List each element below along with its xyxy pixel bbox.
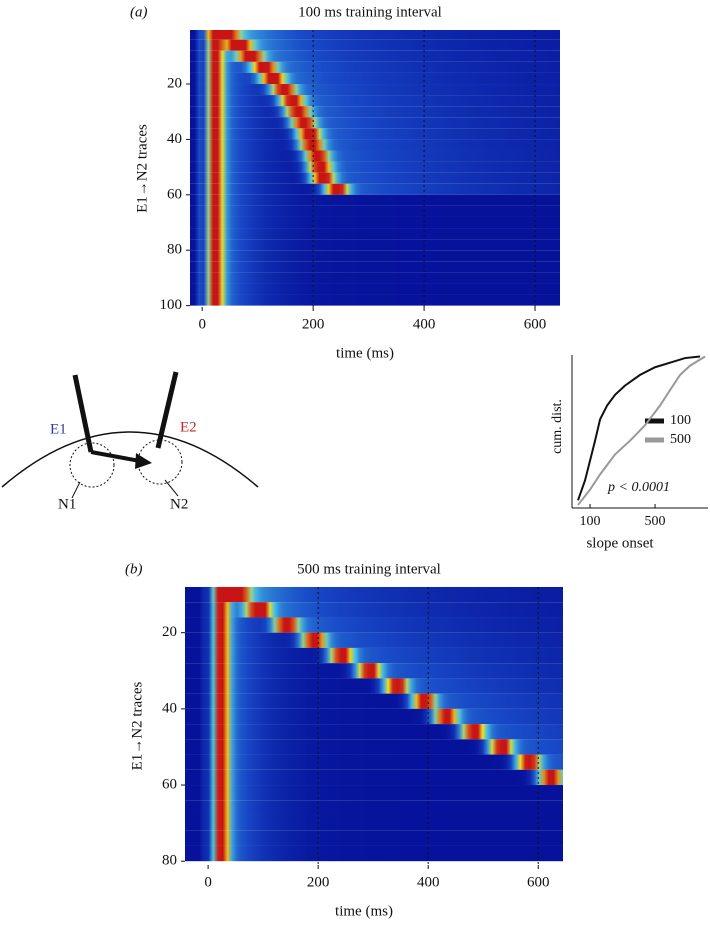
annotation: p < 0.0001 xyxy=(607,480,670,495)
cdf-line xyxy=(577,355,706,506)
heat-row xyxy=(190,117,560,129)
electrode-diagram: E1 E2 N1 N2 xyxy=(1,371,259,512)
heat-row xyxy=(190,194,560,206)
x-tick-label: 0 xyxy=(198,316,206,332)
electrode-e2 xyxy=(155,371,179,449)
heat-row xyxy=(190,261,560,273)
heat-row xyxy=(185,617,563,633)
y-tick-label: 80 xyxy=(162,853,177,869)
heat-row xyxy=(190,139,560,151)
x-tick-label: 200 xyxy=(307,874,330,890)
e2-label: E2 xyxy=(180,419,197,435)
heat-row xyxy=(190,250,560,262)
heat-row xyxy=(185,830,563,846)
tissue-surface xyxy=(1,431,259,488)
y-tick-label: 40 xyxy=(162,700,177,716)
x-axis-label: time (ms) xyxy=(335,903,393,919)
chart-title: 500 ms training interval xyxy=(297,561,441,577)
heat-row xyxy=(190,283,560,295)
heat-row xyxy=(185,815,563,831)
y-tick-label: 40 xyxy=(167,131,182,147)
heat-row xyxy=(185,845,563,862)
heat-row xyxy=(190,294,560,306)
heat-row xyxy=(185,739,563,755)
heat-row xyxy=(190,72,560,85)
heat-row xyxy=(185,724,563,740)
heat-row xyxy=(190,172,560,184)
heat-row xyxy=(190,216,560,229)
n1-pointer xyxy=(71,481,81,499)
heat-row xyxy=(185,800,563,816)
heat-row xyxy=(190,150,560,162)
y-tick-label: 20 xyxy=(162,624,177,640)
x-axis-label: time (ms) xyxy=(336,345,394,361)
heat-row xyxy=(185,785,563,801)
y-tick-label: 60 xyxy=(167,186,182,202)
n2-pointer xyxy=(164,479,179,497)
heat-row xyxy=(185,708,563,725)
panel-label: (b) xyxy=(125,561,143,577)
y-tick-label: 100 xyxy=(160,297,183,313)
x-tick-label: 0 xyxy=(204,874,212,890)
x-tick-label: 400 xyxy=(417,874,440,890)
y-axis-label: cum. dist. xyxy=(550,399,565,454)
panel-label: (a) xyxy=(130,4,148,20)
heat-row xyxy=(185,754,563,770)
heat-row xyxy=(190,228,560,240)
x-tick-label: 100 xyxy=(580,514,601,529)
n2-label: N2 xyxy=(170,496,188,512)
heat-row xyxy=(190,106,560,118)
x-tick-label: 400 xyxy=(413,316,436,332)
chart-title: 100 ms training interval xyxy=(298,4,442,20)
heat-row xyxy=(190,30,560,40)
heat-row xyxy=(190,50,560,62)
heat-row xyxy=(190,39,560,51)
heat-row xyxy=(185,693,563,709)
heat-row xyxy=(190,128,560,140)
heat-row xyxy=(185,678,563,694)
y-tick-label: 60 xyxy=(162,776,177,792)
legend-label: 500 xyxy=(670,432,691,447)
heat-row xyxy=(185,587,563,603)
heat-row xyxy=(190,95,560,107)
y-axis-label: E1→N2 traces xyxy=(129,681,145,770)
electrode-e1 xyxy=(72,374,94,453)
cdf-line xyxy=(577,355,701,501)
heat-row xyxy=(185,632,563,648)
y-axis-label: E1→N2 traces xyxy=(134,124,150,213)
x-tick-label: 500 xyxy=(645,514,666,529)
x-tick-label: 600 xyxy=(527,874,550,890)
heat-row xyxy=(190,61,560,73)
x-tick-label: 600 xyxy=(524,316,547,332)
y-tick-label: 20 xyxy=(167,75,182,91)
heat-row xyxy=(185,602,563,618)
heat-row xyxy=(190,272,560,284)
heat-row xyxy=(185,647,563,664)
heat-row xyxy=(190,183,560,195)
heat-row xyxy=(190,205,560,217)
y-tick-label: 80 xyxy=(167,242,182,258)
heat-row xyxy=(185,663,563,679)
stim-arrow xyxy=(90,450,141,463)
n1-label: N1 xyxy=(58,496,76,512)
heat-row xyxy=(190,239,560,251)
neuron-n1 xyxy=(69,442,115,488)
heat-row xyxy=(185,769,563,786)
e1-label: E1 xyxy=(50,421,67,437)
x-axis-label: slope onset xyxy=(586,535,654,551)
stim-arrowhead xyxy=(135,453,152,469)
heat-row xyxy=(190,84,560,96)
x-tick-label: 200 xyxy=(302,316,325,332)
heat-row xyxy=(190,161,560,173)
legend-label: 100 xyxy=(670,413,691,428)
